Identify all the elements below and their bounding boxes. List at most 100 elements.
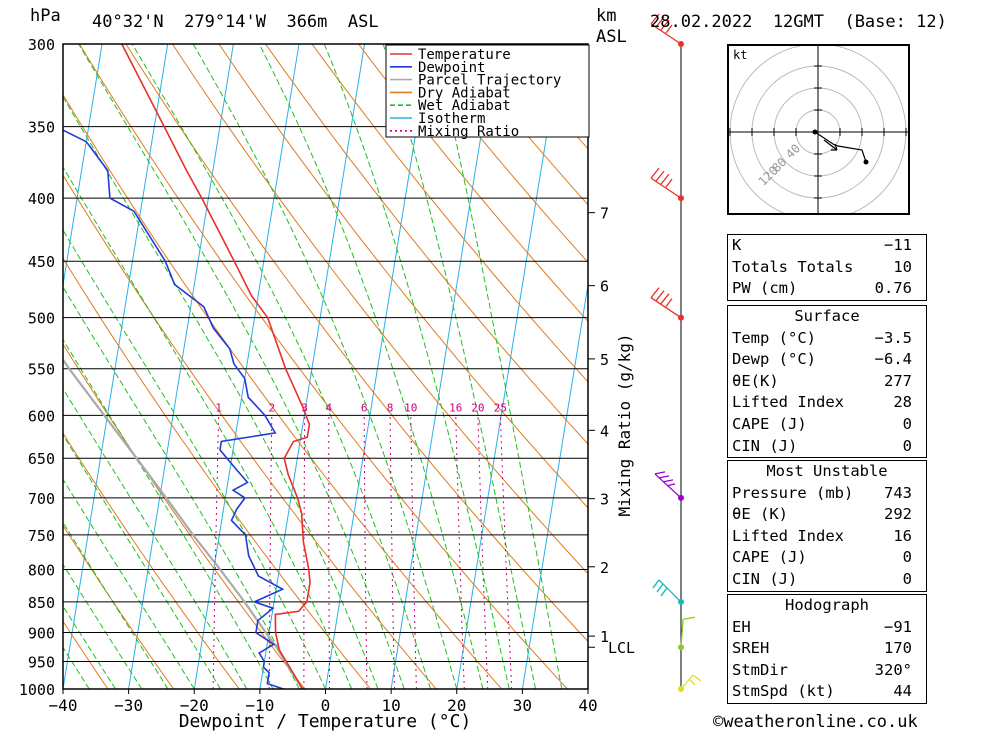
row-value: 170 — [884, 639, 912, 658]
wet-adiabat-line — [63, 605, 116, 689]
row-label: PW (cm) — [732, 279, 798, 298]
row-value: 44 — [893, 682, 912, 701]
mixing-ratio-line — [477, 415, 489, 689]
mixing-ratio-label: 16 — [449, 401, 462, 414]
row-value: −91 — [884, 617, 912, 636]
row-label: StmDir — [732, 660, 788, 679]
x-tick-label: 30 — [513, 696, 532, 715]
surface-title: Surface — [794, 307, 860, 325]
wet-adiabat-line — [258, 44, 484, 689]
pressure-tick-label: 350 — [28, 119, 55, 137]
wind-barb — [680, 674, 702, 690]
wet-adiabat-line — [131, 44, 431, 689]
row-value: 743 — [884, 483, 912, 502]
table-row: Dewp (°C) −6.4 — [728, 349, 926, 371]
row-label: CIN (J) — [732, 436, 798, 455]
km-tick-label: 4 — [600, 422, 609, 440]
row-label: θE (K) — [732, 505, 788, 524]
row-value: 277 — [884, 371, 912, 390]
mixing-ratio-line — [499, 415, 513, 689]
table-row: Pressure (mb) 743 — [728, 483, 926, 505]
wind-barb — [650, 287, 682, 319]
wind-barb-column — [650, 13, 702, 692]
row-label: Lifted Index — [732, 393, 844, 412]
x-tick-label: 10 — [381, 696, 400, 715]
km-tick-label: 6 — [600, 278, 609, 296]
row-value: −6.4 — [874, 350, 912, 369]
pressure-tick-label: 600 — [28, 407, 55, 425]
row-value: 28 — [893, 393, 912, 412]
mixing-ratio-label: 20 — [471, 401, 484, 414]
row-value: 0 — [902, 548, 912, 567]
x-tick-label: −10 — [245, 696, 274, 715]
mixing-ratio-label: 2 — [268, 401, 275, 414]
pressure-unit-label: hPa — [30, 6, 61, 26]
row-value: 16 — [893, 526, 912, 545]
mixing-ratio-label: 8 — [387, 401, 394, 414]
row-label: K — [732, 236, 742, 254]
x-tick-label: 40 — [578, 696, 597, 715]
row-label: Pressure (mb) — [732, 483, 854, 502]
dry-adiabat-line — [358, 44, 588, 323]
legend-entry: Wet Adiabat — [418, 98, 511, 114]
parcel-trajectory-line — [63, 357, 304, 689]
pressure-tick-label: 750 — [28, 527, 55, 545]
wind-barb — [650, 167, 682, 199]
mixing-ratio-line — [410, 415, 417, 689]
isotherm-line — [390, 44, 497, 689]
pressure-tick-label: 700 — [28, 490, 55, 508]
dry-adiabat-line — [311, 44, 588, 383]
legend-box — [385, 44, 590, 138]
pressure-tick-label: 650 — [28, 450, 55, 468]
row-label: θE(K) — [732, 371, 779, 390]
pressure-tick-label: 950 — [28, 654, 55, 672]
isotherm-line — [63, 44, 169, 689]
legend-entry: Dry Adiabat — [418, 85, 511, 101]
pressure-tick-label: 900 — [28, 625, 55, 643]
table-row: Lifted Index 16 — [728, 526, 926, 548]
most-unstable-table: Most Unstable Pressure (mb) 743 θE (K) 292 Li… — [727, 460, 927, 592]
km-tick-label: 7 — [600, 205, 609, 223]
mixing-ratio-label: 10 — [404, 401, 417, 414]
mixing-ratio-label: 25 — [494, 401, 507, 414]
dry-adiabat-line — [218, 44, 588, 509]
table-row: StmSpd (kt) 44 — [728, 681, 926, 703]
table-row: PW (cm) 0.76 — [728, 278, 926, 300]
row-label: CIN (J) — [732, 569, 798, 588]
dry-adiabat-line — [265, 44, 588, 445]
x-tick-label: −40 — [49, 696, 78, 715]
km-tick-label: 5 — [600, 351, 609, 369]
row-label: CAPE (J) — [732, 414, 807, 433]
table-row: CIN (J) 0 — [728, 569, 926, 591]
surface-table: Surface Temp (°C) −3.5 Dewp (°C) −6.4 θE(K) 27… — [727, 305, 927, 459]
isotherm-line — [456, 44, 562, 689]
x-tick-label: 20 — [447, 696, 466, 715]
dry-adiabat-line — [78, 44, 568, 689]
mixing-ratio-label: 1 — [215, 401, 222, 414]
km-tick-label: 3 — [600, 491, 609, 509]
height-unit-asl: ASL — [596, 27, 627, 47]
mixing-ratio-line — [328, 415, 330, 689]
table-row: EH −91 — [728, 617, 926, 639]
dry-adiabat-line — [63, 257, 371, 689]
location-title: 40°32'N 279°14'W 366m ASL — [92, 12, 379, 32]
hodograph-panel: kt 40 80 120 — [727, 43, 910, 221]
x-tick-label: −20 — [180, 696, 209, 715]
hodograph-unit: kt — [733, 48, 747, 62]
mixing-ratio-axis-label: Mixing Ratio (g/kg) — [615, 333, 634, 516]
row-value: 0 — [902, 569, 912, 588]
pressure-tick-label: 1000 — [19, 681, 55, 699]
hodograph-table: Hodograph EH −91 SREH 170 StmDir 320° StmSpd (k… — [727, 594, 927, 704]
pressure-tick-label: 500 — [28, 310, 55, 328]
row-label: SREH — [732, 639, 770, 658]
storm-motion-arrow — [823, 139, 838, 151]
table-row: Temp (°C) −3.5 — [728, 328, 926, 350]
mixing-ratio-line — [303, 415, 306, 689]
dry-adiabat-line — [125, 44, 588, 643]
wind-barb — [650, 13, 682, 45]
table-row: StmDir 320° — [728, 660, 926, 682]
x-axis-label: Dewpoint / Temperature (°C) — [179, 711, 472, 732]
table-row: SREH 170 — [728, 638, 926, 660]
row-value: 320° — [874, 660, 912, 679]
